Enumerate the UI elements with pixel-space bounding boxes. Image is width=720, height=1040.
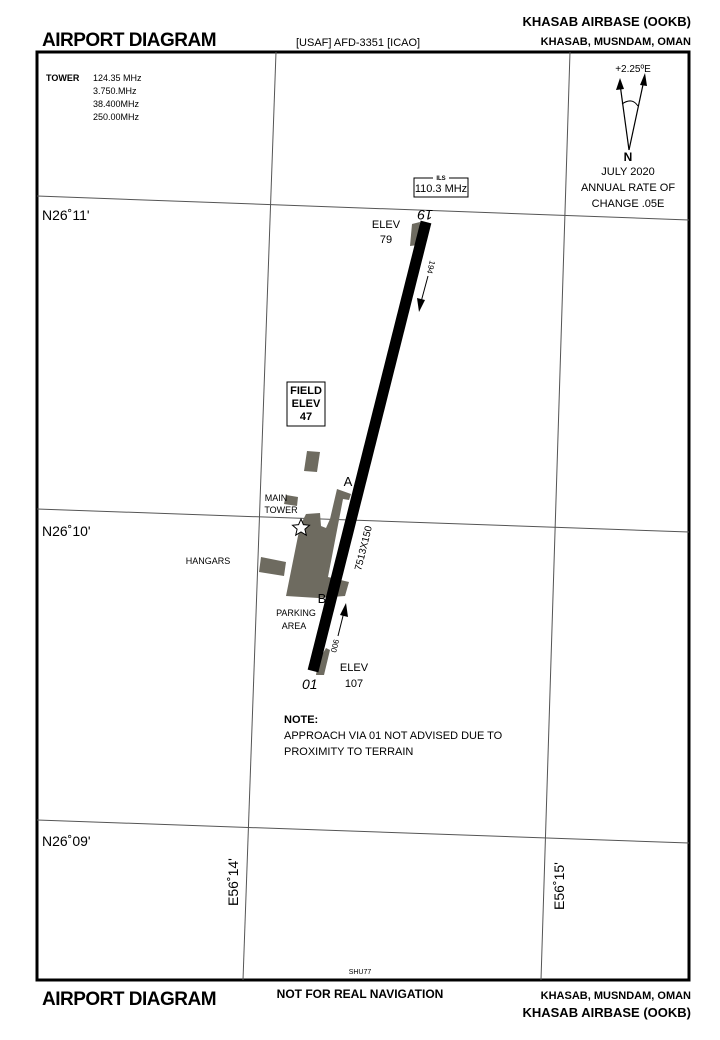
note-title: NOTE:: [284, 714, 318, 726]
longitude-label: E56˚14': [225, 858, 241, 906]
parking-label-2: AREA: [282, 621, 307, 631]
heading-arrow-line: [337, 611, 345, 637]
apron-parking-area: [286, 489, 351, 598]
grid-lines: [36, 51, 690, 981]
runway-shoulder-south: [316, 648, 330, 675]
note-line1: APPROACH VIA 01 NOT ADVISED DUE TO: [284, 730, 503, 742]
frequency: 250.00MHz: [93, 112, 140, 122]
hangars-building: [259, 557, 286, 576]
runway-designator-19: 19: [417, 207, 433, 223]
elev-value-south: 107: [345, 678, 363, 690]
runway-designator-01: 01: [302, 676, 318, 692]
field-elev-line1: FIELD: [290, 385, 322, 397]
longitude-label: E56˚15': [551, 862, 567, 910]
heading-arrow-south-icon: [417, 298, 425, 312]
main-tower-label-1: MAIN: [265, 493, 288, 503]
runway-heading-194: 194: [425, 260, 437, 276]
field-elev-line2: ELEV: [292, 398, 321, 410]
elev-label-north: ELEV: [372, 219, 401, 231]
latitude-label: N26˚11': [42, 207, 90, 223]
footer-notice: NOT FOR REAL NAVIGATION: [277, 987, 444, 1001]
annual-rate-line2: CHANGE .05E: [592, 198, 665, 210]
note-line2: PROXIMITY TO TERRAIN: [284, 746, 413, 758]
longitude-line: [540, 51, 571, 981]
footer-location: KHASAB, MUSNDAM, OMAN: [541, 990, 691, 1002]
latitude-label: N26˚09': [42, 833, 91, 849]
building: [284, 495, 298, 506]
longitude-line: [242, 51, 277, 981]
latitude-line: [36, 508, 690, 533]
annual-rate-line1: ANNUAL RATE OF: [581, 182, 675, 194]
airport-location: KHASAB, MUSNDAM, OMAN: [541, 36, 691, 48]
footer-airport-name: KHASAB AIRBASE (OOKB): [522, 1005, 691, 1020]
magnetic-north-arrow-icon: [640, 73, 647, 86]
tower-label: TOWER: [46, 73, 80, 83]
frequency: 38.400MHz: [93, 99, 140, 109]
main-tower-label-2: TOWER: [264, 505, 298, 515]
magnetic-variation-compass: [616, 73, 647, 151]
variation-label: +2.25ºE: [615, 64, 651, 75]
true-north-arrow-icon: [616, 78, 624, 90]
frequency: 3.750.MHz: [93, 86, 137, 96]
runway-heading-006: 006: [329, 638, 341, 654]
parking-label-1: PARKING: [276, 608, 316, 618]
heading-arrow-line: [420, 275, 429, 303]
chart-code: SHU77: [349, 969, 372, 976]
elev-label-south: ELEV: [340, 662, 369, 674]
tower-star-icon: [291, 517, 311, 537]
ils-frequency: 110.3 MHz: [415, 183, 467, 195]
hangars-label: HANGARS: [186, 556, 231, 566]
ils-label: ILS: [436, 176, 445, 182]
heading-arrow-north-icon: [340, 603, 348, 617]
ils-label-bg: [433, 174, 449, 181]
runway-dimensions: 7513X150: [353, 524, 375, 571]
latitude-line: [36, 195, 690, 221]
field-elev-value: 47: [300, 411, 312, 423]
north-label: N: [624, 150, 633, 164]
field-elevation-box: [286, 381, 326, 427]
diagram-title: AIRPORT DIAGRAM: [42, 30, 216, 51]
runway-01-19: [307, 220, 432, 673]
frequency: 124.35 MHz: [93, 73, 142, 83]
elev-value-north: 79: [380, 234, 392, 246]
diagram-frame: [35, 50, 691, 982]
building: [304, 451, 320, 472]
taxiway-a-label: A: [344, 474, 353, 489]
airport-name: KHASAB AIRBASE (OOKB): [522, 14, 691, 29]
compass-date: JULY 2020: [601, 166, 654, 178]
latitude-line: [36, 819, 690, 844]
publication-id: [USAF] AFD-3351 [ICAO]: [296, 37, 420, 49]
latitude-label: N26˚10': [42, 523, 91, 539]
taxiway-b-label: B: [318, 591, 327, 606]
footer-title: AIRPORT DIAGRAM: [42, 989, 216, 1010]
